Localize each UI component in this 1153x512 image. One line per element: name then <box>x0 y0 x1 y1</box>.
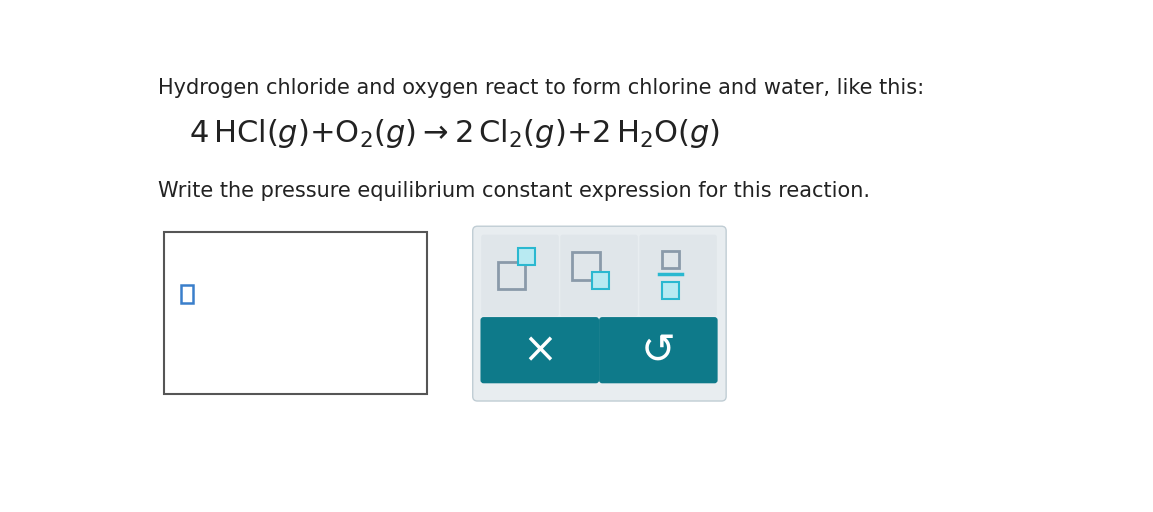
FancyBboxPatch shape <box>473 226 726 401</box>
Text: ×: × <box>522 329 557 371</box>
FancyBboxPatch shape <box>481 317 600 383</box>
Bar <box>662 251 679 268</box>
FancyBboxPatch shape <box>481 234 559 316</box>
Bar <box>164 232 427 394</box>
Text: Hydrogen chloride and oxygen react to form chlorine and water, like this:: Hydrogen chloride and oxygen react to fo… <box>158 78 925 98</box>
Bar <box>593 272 609 289</box>
Bar <box>518 248 535 265</box>
FancyBboxPatch shape <box>640 234 717 316</box>
Text: Write the pressure equilibrium constant expression for this reaction.: Write the pressure equilibrium constant … <box>158 181 871 201</box>
Bar <box>498 262 526 289</box>
Text: ↺: ↺ <box>641 329 676 371</box>
Text: $4\,\mathrm{HCl}(g){+}\mathrm{O}_2(g){\rightarrow}2\,\mathrm{Cl}_2(g){+}2\,\math: $4\,\mathrm{HCl}(g){+}\mathrm{O}_2(g){\r… <box>189 117 721 150</box>
FancyBboxPatch shape <box>560 234 638 316</box>
Bar <box>181 285 193 303</box>
Bar <box>572 252 600 280</box>
Bar <box>662 282 679 298</box>
FancyBboxPatch shape <box>600 317 717 383</box>
